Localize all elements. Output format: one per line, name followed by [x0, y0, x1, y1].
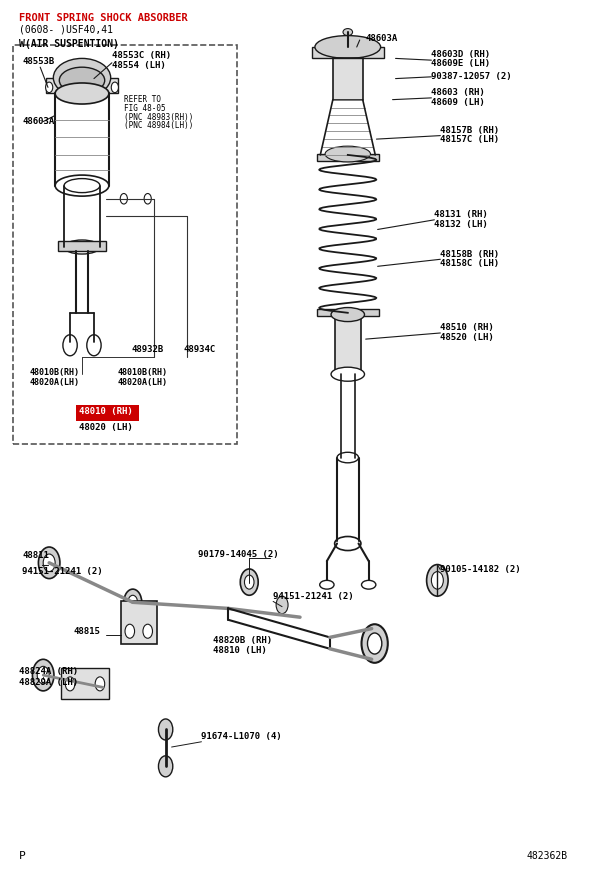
Bar — [312, 47, 383, 58]
Text: 48020 (LH): 48020 (LH) — [79, 423, 133, 432]
Circle shape — [158, 756, 173, 777]
Circle shape — [43, 554, 55, 572]
Text: REFER TO: REFER TO — [124, 95, 161, 104]
Text: 48157B (RH): 48157B (RH) — [440, 126, 499, 135]
Circle shape — [38, 547, 60, 579]
Bar — [46, 77, 118, 93]
Text: 91674-L1070 (4): 91674-L1070 (4) — [202, 732, 282, 741]
Text: 48132 (LH): 48132 (LH) — [434, 220, 488, 229]
Text: 48553C (RH): 48553C (RH) — [112, 51, 171, 60]
Ellipse shape — [362, 580, 376, 589]
FancyBboxPatch shape — [76, 405, 139, 421]
Text: (PNC 48983(RH)): (PNC 48983(RH)) — [124, 113, 193, 121]
Ellipse shape — [325, 146, 370, 162]
Text: 48158B (RH): 48158B (RH) — [440, 250, 499, 259]
Text: 48010 (RH): 48010 (RH) — [79, 407, 133, 416]
Ellipse shape — [337, 452, 359, 463]
Text: 48824A (RH): 48824A (RH) — [19, 667, 79, 676]
Text: 48158C (LH): 48158C (LH) — [440, 260, 499, 268]
Ellipse shape — [55, 83, 109, 104]
Bar — [58, 241, 106, 252]
Ellipse shape — [53, 58, 110, 97]
Ellipse shape — [55, 175, 109, 196]
Circle shape — [427, 565, 448, 596]
Circle shape — [37, 666, 49, 684]
Text: 48554 (LH): 48554 (LH) — [112, 61, 166, 70]
Bar — [317, 309, 379, 316]
Text: 90387-12057 (2): 90387-12057 (2) — [431, 72, 512, 81]
Circle shape — [87, 334, 101, 356]
Ellipse shape — [331, 367, 365, 381]
Bar — [317, 154, 379, 161]
Text: 48810 (LH): 48810 (LH) — [214, 646, 267, 655]
Text: 48010B(RH): 48010B(RH) — [118, 368, 168, 377]
Text: 48020A(LH): 48020A(LH) — [30, 378, 80, 386]
Bar — [121, 601, 157, 643]
Circle shape — [46, 82, 53, 92]
Text: 94151-21241 (2): 94151-21241 (2) — [22, 567, 103, 576]
Circle shape — [367, 633, 382, 654]
Ellipse shape — [59, 67, 105, 93]
Circle shape — [124, 589, 142, 615]
Text: 48820B (RH): 48820B (RH) — [214, 635, 272, 644]
Ellipse shape — [64, 179, 100, 193]
Ellipse shape — [64, 240, 100, 254]
Text: 48131 (RH): 48131 (RH) — [434, 210, 488, 219]
Text: 94151-21241 (2): 94151-21241 (2) — [273, 591, 354, 601]
Text: 48811: 48811 — [22, 551, 49, 561]
Circle shape — [32, 659, 54, 691]
Circle shape — [125, 624, 134, 638]
Circle shape — [95, 677, 105, 691]
Text: W(AIR SUSPENTION): W(AIR SUSPENTION) — [19, 39, 119, 49]
Circle shape — [144, 194, 151, 204]
Text: 48603 (RH): 48603 (RH) — [431, 88, 485, 97]
Text: 48520 (LH): 48520 (LH) — [440, 333, 494, 341]
Circle shape — [158, 719, 173, 740]
Bar — [61, 668, 109, 699]
Ellipse shape — [320, 580, 334, 589]
Text: (PNC 48984(LH)): (PNC 48984(LH)) — [124, 121, 193, 130]
Text: 482362B: 482362B — [527, 851, 568, 862]
Text: 48829A (LH): 48829A (LH) — [19, 678, 79, 686]
Circle shape — [240, 569, 258, 595]
Text: 48010B(RH): 48010B(RH) — [30, 368, 80, 377]
Circle shape — [63, 334, 77, 356]
Circle shape — [431, 572, 443, 589]
Circle shape — [120, 194, 127, 204]
Bar — [333, 57, 363, 99]
Ellipse shape — [331, 307, 365, 321]
Text: P: P — [19, 851, 26, 862]
FancyBboxPatch shape — [13, 45, 237, 444]
Text: 48553B: 48553B — [22, 56, 55, 65]
Text: 48157C (LH): 48157C (LH) — [440, 136, 499, 144]
Circle shape — [65, 677, 75, 691]
Text: (0608- )USF40,41: (0608- )USF40,41 — [19, 25, 113, 35]
Text: 48934C: 48934C — [184, 345, 216, 354]
Circle shape — [362, 624, 388, 663]
Text: 48020A(LH): 48020A(LH) — [118, 378, 168, 386]
Ellipse shape — [315, 35, 380, 58]
Text: 48603D (RH): 48603D (RH) — [431, 49, 491, 59]
Circle shape — [276, 596, 288, 613]
Text: 48510 (RH): 48510 (RH) — [440, 323, 494, 333]
Bar — [335, 314, 361, 374]
Ellipse shape — [335, 537, 361, 551]
Text: 48609 (LH): 48609 (LH) — [431, 98, 485, 106]
Circle shape — [244, 576, 254, 589]
Text: FIG 48-05: FIG 48-05 — [124, 104, 166, 113]
Text: 48932B: 48932B — [131, 345, 164, 354]
Circle shape — [128, 595, 137, 609]
Text: 48603A: 48603A — [365, 33, 398, 43]
Ellipse shape — [343, 28, 353, 35]
Circle shape — [143, 624, 152, 638]
Text: 48609E (LH): 48609E (LH) — [431, 59, 491, 68]
Text: FRONT SPRING SHOCK ABSORBER: FRONT SPRING SHOCK ABSORBER — [19, 12, 188, 23]
Text: 90179-14045 (2): 90179-14045 (2) — [199, 549, 279, 559]
Circle shape — [111, 82, 118, 92]
Text: 48815: 48815 — [73, 627, 100, 635]
Text: 48603A: 48603A — [22, 117, 55, 126]
Text: 90105-14182 (2): 90105-14182 (2) — [440, 565, 521, 575]
